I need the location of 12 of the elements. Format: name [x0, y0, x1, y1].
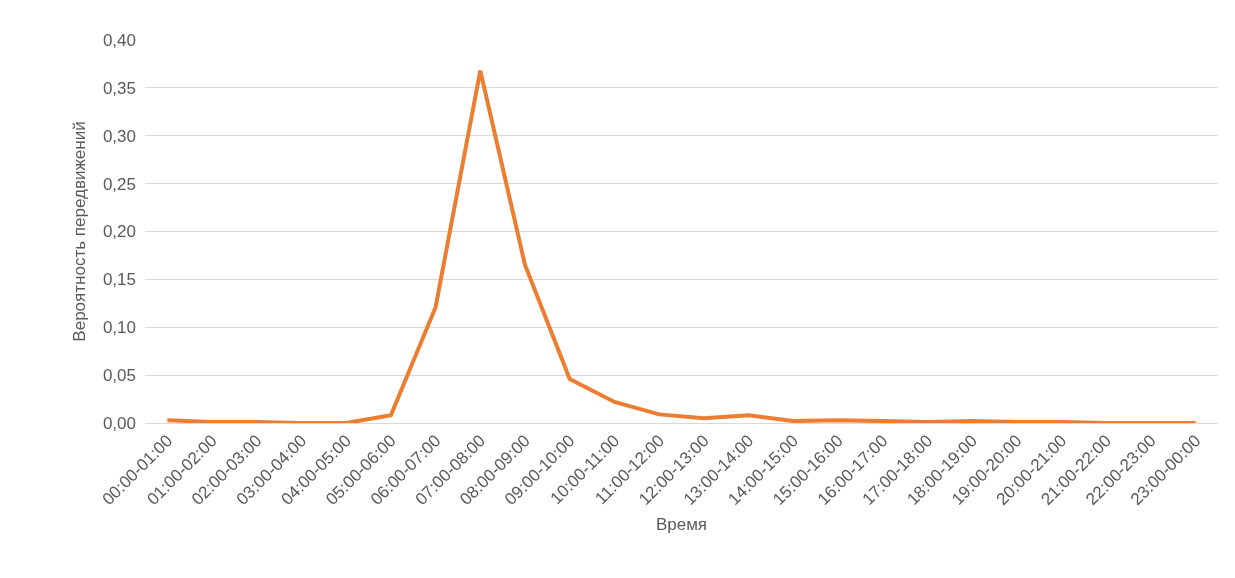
y-tick-label: 0,30 — [102, 126, 136, 146]
y-tick-label: 0,20 — [102, 222, 136, 242]
y-axis-title: Вероятность передвижений — [70, 121, 90, 342]
y-tick-label: 0,00 — [102, 413, 136, 433]
line-series — [165, 68, 1198, 423]
y-tick-label: 0,35 — [102, 78, 136, 98]
y-tick-label: 0,15 — [102, 270, 136, 290]
y-tick-label: 0,40 — [102, 30, 136, 50]
y-tick-label: 0,05 — [102, 366, 136, 386]
y-tick-label: 0,10 — [102, 318, 136, 338]
y-tick-label: 0,25 — [102, 174, 136, 194]
x-axis-title: Время — [655, 515, 708, 535]
